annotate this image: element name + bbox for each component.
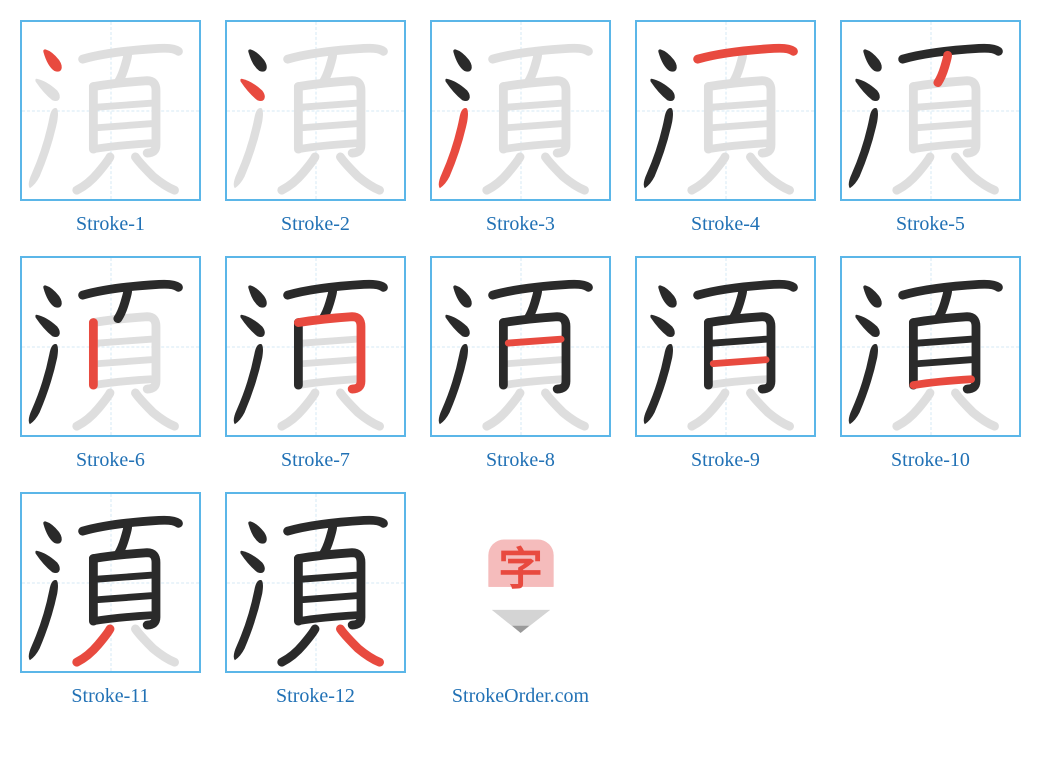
character-box xyxy=(20,492,201,673)
stroke-cell: Stroke-8 xyxy=(430,256,611,472)
stroke-cell: Stroke-10 xyxy=(840,256,1021,472)
stroke-cell: Stroke-1 xyxy=(20,20,201,236)
logo-cell: 字 StrokeOrder.com xyxy=(430,492,611,708)
character-box xyxy=(840,256,1021,437)
stroke-label: Stroke-7 xyxy=(281,449,350,472)
stroke-label: Stroke-3 xyxy=(486,213,555,236)
character-box xyxy=(225,256,406,437)
svg-text:字: 字 xyxy=(498,544,543,594)
character-box xyxy=(20,256,201,437)
stroke-label: Stroke-9 xyxy=(691,449,760,472)
stroke-cell: Stroke-9 xyxy=(635,256,816,472)
stroke-label: Stroke-2 xyxy=(281,213,350,236)
stroke-label: Stroke-11 xyxy=(71,685,149,708)
stroke-cell: Stroke-4 xyxy=(635,20,816,236)
stroke-label: Stroke-8 xyxy=(486,449,555,472)
stroke-cell: Stroke-5 xyxy=(840,20,1021,236)
stroke-cell: Stroke-6 xyxy=(20,256,201,472)
character-box xyxy=(225,492,406,673)
stroke-cell: Stroke-11 xyxy=(20,492,201,708)
character-box xyxy=(635,20,816,201)
character-box xyxy=(430,20,611,201)
logo-site-label: StrokeOrder.com xyxy=(452,685,589,708)
character-box xyxy=(840,20,1021,201)
character-box xyxy=(430,256,611,437)
stroke-label: Stroke-4 xyxy=(691,213,760,236)
stroke-cell: Stroke-7 xyxy=(225,256,406,472)
character-box xyxy=(225,20,406,201)
character-box xyxy=(635,256,816,437)
stroke-label: Stroke-1 xyxy=(76,213,145,236)
stroke-cell: Stroke-2 xyxy=(225,20,406,236)
stroke-label: Stroke-6 xyxy=(76,449,145,472)
stroke-label: Stroke-10 xyxy=(891,449,970,472)
stroke-cell: Stroke-3 xyxy=(430,20,611,236)
stroke-grid: Stroke-1 Stroke-2 Stroke-3 Stroke-4 Stroke-5… xyxy=(20,20,1030,708)
character-box xyxy=(20,20,201,201)
stroke-label: Stroke-5 xyxy=(896,213,965,236)
stroke-label: Stroke-12 xyxy=(276,685,355,708)
stroke-cell: Stroke-12 xyxy=(225,492,406,708)
logo-icon: 字 xyxy=(430,492,611,673)
